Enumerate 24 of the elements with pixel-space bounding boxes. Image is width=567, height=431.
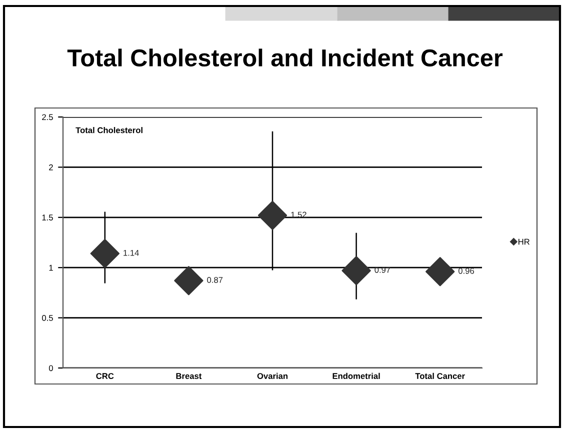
x-tick-label: Endometrial (332, 372, 380, 379)
point (258, 200, 288, 230)
x-tick-label: Ovarian (257, 372, 288, 379)
point (342, 256, 371, 286)
data-label: 0.97 (374, 266, 390, 273)
x-tick-label: Breast (176, 373, 202, 379)
data-label: 0.87 (207, 276, 223, 283)
y-tick-label: 2.5 (42, 114, 53, 120)
y-tick-label: 0.5 (42, 315, 53, 321)
data-label: 1.52 (291, 212, 306, 218)
y-tick-label: 1.5 (42, 214, 53, 220)
legend-label: HR (518, 238, 530, 245)
data-label: 1.14 (124, 250, 139, 256)
data-label: 0.96 (458, 268, 474, 274)
x-tick-label: Total Cancer (415, 372, 465, 379)
chart-title: Total Cholesterol and Incident Cancer (67, 48, 503, 67)
point (426, 257, 455, 286)
annotation: Total Cholesterol (76, 127, 142, 134)
x-tick-label: CRC (96, 373, 114, 379)
y-tick-label: 0 (48, 365, 53, 372)
y-tick-label: 1 (49, 264, 53, 271)
point (90, 238, 120, 268)
point (174, 266, 204, 296)
y-tick-label: 2 (49, 164, 53, 170)
